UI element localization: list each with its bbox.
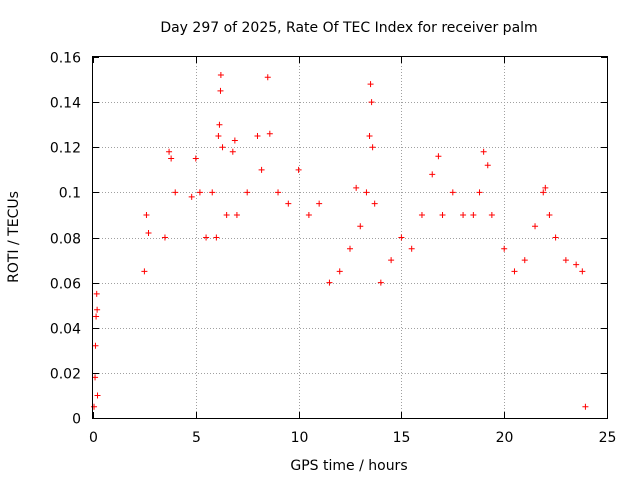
- y-tick-label: 0.16: [50, 51, 81, 67]
- data-point: [254, 132, 261, 139]
- data-point: [285, 200, 292, 207]
- data-point: [368, 99, 375, 106]
- y-tick-label: 0.12: [50, 141, 81, 157]
- data-point: [209, 189, 216, 196]
- data-point: [511, 268, 518, 275]
- data-point: [449, 189, 456, 196]
- data-point: [229, 148, 236, 155]
- x-axis-label: GPS time / hours: [290, 458, 407, 474]
- data-point: [217, 87, 224, 94]
- y-tick-label: 0.02: [50, 367, 81, 383]
- data-point: [92, 374, 99, 381]
- data-point: [540, 189, 547, 196]
- y-tick-label: 0: [72, 412, 81, 428]
- x-tick-label: 25: [599, 430, 617, 446]
- data-point: [231, 137, 238, 144]
- data-point: [143, 211, 150, 218]
- data-point: [216, 121, 223, 128]
- plot-frame: [92, 56, 608, 419]
- data-point: [244, 189, 251, 196]
- data-point: [168, 155, 175, 162]
- data-points: [91, 72, 589, 410]
- data-point: [371, 200, 378, 207]
- data-point: [326, 279, 333, 286]
- data-point: [305, 211, 312, 218]
- data-point: [196, 189, 203, 196]
- data-point: [398, 234, 405, 241]
- tick-labels: 0 5 10 15 20 25 0 0.02 0.04 0.06 0.08 0.1 0.12 0.14 0.…: [50, 51, 617, 447]
- x-tick-label: 0: [89, 430, 98, 446]
- data-point: [418, 211, 425, 218]
- data-point: [203, 234, 210, 241]
- data-point: [363, 189, 370, 196]
- data-point: [192, 155, 199, 162]
- data-point: [562, 257, 569, 264]
- y-tick-label: 0.1: [59, 186, 81, 202]
- data-point: [188, 193, 195, 200]
- data-point: [295, 166, 302, 173]
- data-point: [388, 257, 395, 264]
- data-point: [542, 184, 549, 191]
- data-point: [579, 268, 586, 275]
- x-tick-label: 15: [393, 430, 411, 446]
- data-point: [275, 189, 282, 196]
- x-tick-label: 10: [291, 430, 309, 446]
- data-point: [266, 130, 273, 137]
- data-point: [93, 290, 100, 297]
- data-point: [488, 211, 495, 218]
- data-point: [258, 166, 265, 173]
- data-point: [460, 211, 467, 218]
- data-point: [582, 403, 589, 410]
- y-tick-label: 0.04: [50, 322, 81, 338]
- data-point: [336, 268, 343, 275]
- data-point: [435, 153, 442, 160]
- data-point: [357, 223, 364, 230]
- data-point: [93, 313, 100, 320]
- data-point: [377, 279, 384, 286]
- data-point: [161, 234, 168, 241]
- data-point: [215, 132, 222, 139]
- data-point: [532, 223, 539, 230]
- data-point: [219, 144, 226, 151]
- data-point: [347, 245, 353, 252]
- y-axis-label: ROTI / TECUs: [6, 191, 22, 283]
- data-point: [353, 184, 360, 191]
- data-point: [223, 211, 230, 218]
- data-point: [172, 189, 179, 196]
- data-point: [429, 171, 436, 178]
- data-point: [573, 261, 580, 268]
- data-point: [217, 72, 224, 79]
- data-point: [484, 162, 491, 169]
- data-point: [552, 234, 559, 241]
- x-tick-label: 5: [192, 430, 201, 446]
- data-point: [92, 342, 99, 349]
- y-tick-label: 0.08: [50, 232, 81, 248]
- data-point: [94, 392, 101, 399]
- data-point: [366, 132, 373, 139]
- data-point: [476, 189, 483, 196]
- data-point: [233, 211, 240, 218]
- data-point: [408, 245, 415, 252]
- data-point: [94, 306, 101, 313]
- data-point: [521, 257, 528, 264]
- data-point: [501, 245, 508, 252]
- data-point: [141, 268, 148, 275]
- data-point: [480, 148, 487, 155]
- data-point: [213, 234, 220, 241]
- data-point: [264, 74, 271, 81]
- data-point: [439, 211, 446, 218]
- data-point: [316, 200, 323, 207]
- data-point: [145, 229, 152, 236]
- x-tick-label: 20: [496, 430, 514, 446]
- y-tick-label: 0.14: [50, 96, 81, 112]
- data-point: [367, 81, 374, 88]
- y-tick-label: 0.06: [50, 277, 81, 293]
- data-point: [470, 211, 477, 218]
- data-point: [546, 211, 553, 218]
- data-point: [166, 148, 173, 155]
- chart-title: Day 297 of 2025, Rate Of TEC Index for r…: [160, 20, 537, 36]
- data-point: [369, 144, 376, 151]
